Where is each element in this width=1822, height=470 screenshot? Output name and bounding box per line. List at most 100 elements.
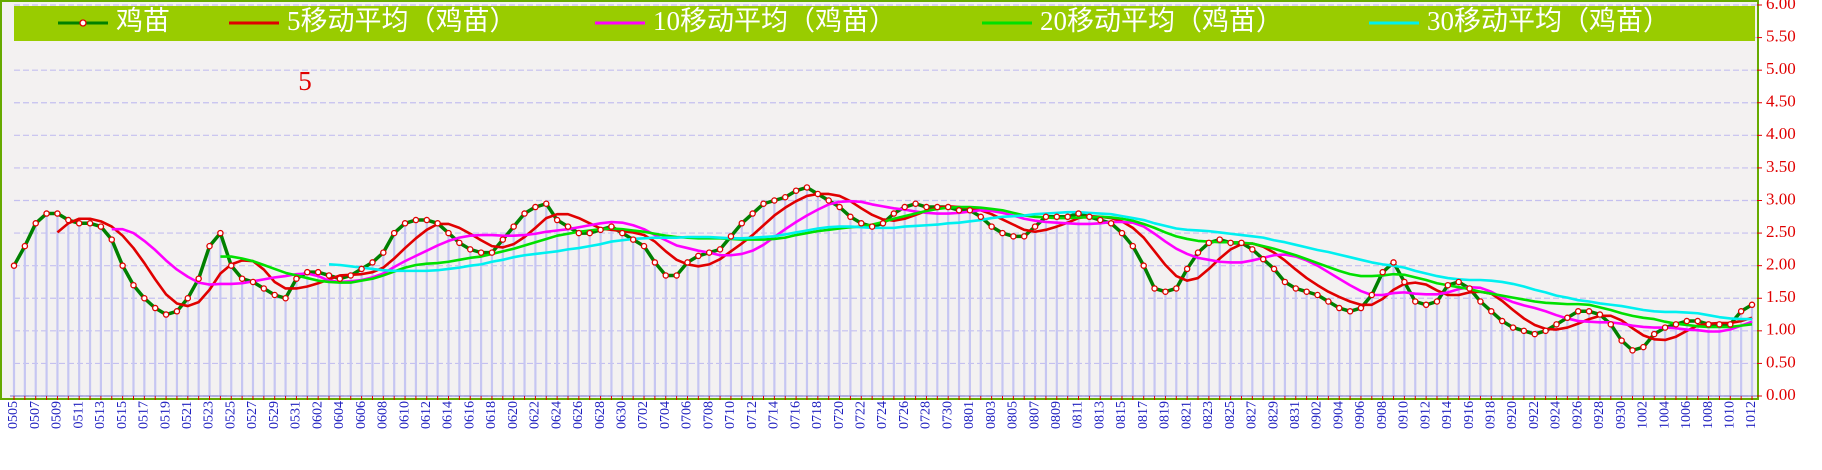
point-marker xyxy=(1053,213,1061,221)
point-marker xyxy=(1357,304,1365,312)
x-tick-label: 0628 xyxy=(593,401,608,429)
point-marker xyxy=(575,229,583,237)
x-tick-label: 0914 xyxy=(1440,401,1455,429)
point-marker xyxy=(619,229,626,237)
point-marker xyxy=(879,220,887,227)
x-tick-label: 0702 xyxy=(636,401,651,429)
point-marker xyxy=(1412,298,1419,305)
x-tick-label: 1004 xyxy=(1657,401,1672,429)
x-tick-label: 0829 xyxy=(1266,401,1281,429)
point-marker xyxy=(1325,298,1332,305)
point-marker xyxy=(347,272,354,279)
point-marker xyxy=(1183,265,1191,273)
x-tick-label: 0511 xyxy=(71,401,86,428)
point-marker xyxy=(901,203,908,211)
series-line xyxy=(328,210,1752,321)
x-tick-label: 0525 xyxy=(223,401,238,429)
x-tick-label: 0924 xyxy=(1549,401,1564,429)
x-tick-label: 0704 xyxy=(658,401,673,429)
x-tick-label: 0714 xyxy=(767,401,782,429)
point-marker xyxy=(21,242,29,250)
point-marker xyxy=(488,249,496,256)
series-line xyxy=(111,199,1753,333)
x-tick-label: 0505 xyxy=(6,401,21,429)
point-marker xyxy=(380,249,387,256)
point-marker xyxy=(358,265,365,273)
point-marker xyxy=(65,216,72,224)
point-marker xyxy=(1031,223,1039,230)
point-marker xyxy=(1314,291,1321,299)
point-marker xyxy=(1727,321,1734,328)
x-tick-label: 0710 xyxy=(723,401,738,429)
point-marker xyxy=(260,285,268,292)
point-marker xyxy=(673,272,680,279)
point-marker xyxy=(1075,210,1082,217)
point-marker xyxy=(966,207,974,214)
point-marker xyxy=(206,242,213,250)
point-marker xyxy=(934,203,941,211)
point-marker xyxy=(564,223,572,230)
x-tick-label: 0902 xyxy=(1310,401,1325,429)
point-marker xyxy=(86,220,94,227)
y-tick-label: 2.50 xyxy=(1766,222,1796,241)
point-marker xyxy=(1716,321,1723,328)
x-tick-label: 0604 xyxy=(332,401,347,429)
point-marker xyxy=(749,210,756,217)
x-tick-label: 0630 xyxy=(615,401,630,429)
point-marker xyxy=(227,262,235,269)
point-marker xyxy=(1509,324,1517,331)
point-marker xyxy=(727,233,735,240)
point-marker xyxy=(173,308,181,315)
point-marker xyxy=(532,203,539,211)
legend-label: 鸡苗 xyxy=(116,6,170,36)
point-marker xyxy=(738,220,746,227)
point-marker xyxy=(293,275,300,282)
point-marker xyxy=(141,294,148,302)
point-marker xyxy=(499,236,507,243)
point-marker xyxy=(543,200,550,208)
point-marker xyxy=(477,249,485,256)
point-marker xyxy=(304,268,311,276)
point-marker xyxy=(1020,233,1028,240)
point-marker xyxy=(1118,229,1126,237)
point-marker xyxy=(1259,255,1267,263)
point-marker xyxy=(684,259,691,266)
y-tick-label: 2.00 xyxy=(1766,255,1796,274)
point-marker xyxy=(716,246,724,253)
point-marker xyxy=(466,246,474,253)
point-marker xyxy=(705,249,713,256)
point-marker xyxy=(1574,308,1582,315)
point-marker xyxy=(271,291,278,299)
point-marker xyxy=(1433,298,1441,305)
x-tick-label: 0706 xyxy=(680,401,695,429)
series-line xyxy=(220,205,1753,329)
point-marker xyxy=(825,197,832,204)
point-marker xyxy=(1498,317,1506,325)
point-marker xyxy=(662,272,670,279)
point-marker xyxy=(336,275,344,282)
point-marker xyxy=(1640,343,1647,351)
point-marker xyxy=(771,197,778,204)
point-marker xyxy=(1629,347,1636,354)
point-marker xyxy=(162,311,170,318)
x-tick-label: 0918 xyxy=(1484,401,1499,429)
point-marker xyxy=(119,262,126,269)
point-marker xyxy=(1748,301,1756,309)
point-marker xyxy=(184,294,192,302)
x-tick-label: 0726 xyxy=(897,401,912,429)
point-marker xyxy=(369,259,376,266)
y-tick-label: 0.50 xyxy=(1766,352,1796,371)
point-marker xyxy=(1064,213,1071,221)
point-marker xyxy=(1238,239,1245,247)
point-marker xyxy=(1173,285,1180,292)
point-marker xyxy=(1683,317,1691,325)
x-tick-label: 0529 xyxy=(267,401,282,429)
x-tick-label: 0805 xyxy=(1006,401,1021,429)
point-marker xyxy=(695,252,702,260)
legend-band xyxy=(14,6,1755,41)
point-marker xyxy=(1216,236,1223,243)
point-marker xyxy=(401,220,409,227)
point-marker xyxy=(10,262,18,269)
point-marker xyxy=(1661,324,1669,331)
